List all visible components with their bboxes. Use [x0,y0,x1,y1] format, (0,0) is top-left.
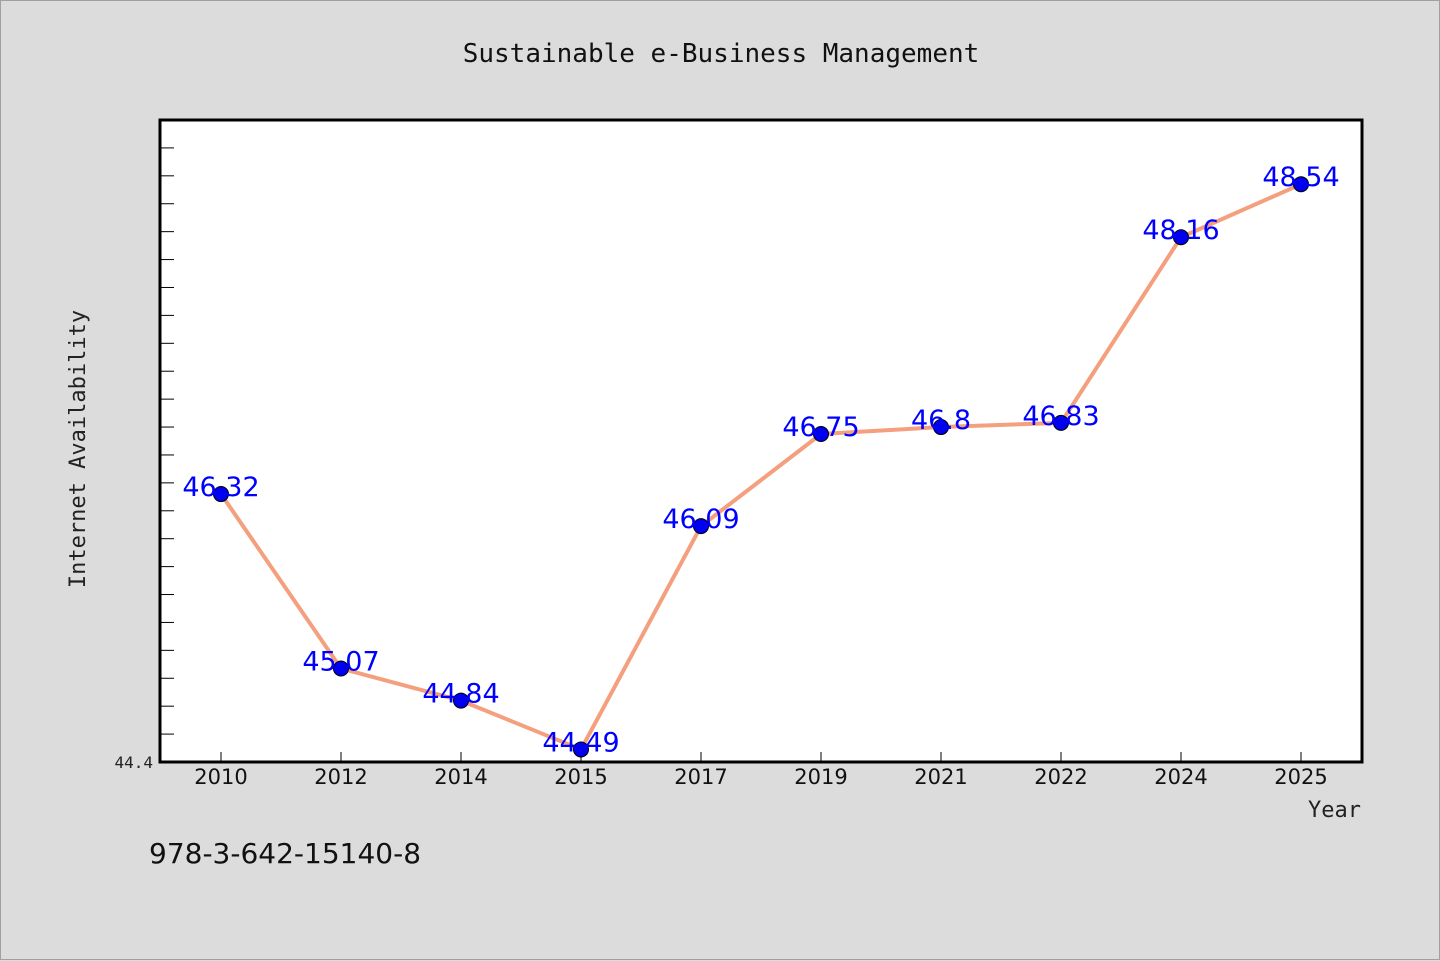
y-axis-min-label: 44.4 [114,753,153,772]
x-tick-label: 2021 [914,765,967,789]
data-label: 46.75 [782,412,859,443]
data-labels: 46.32 45.07 44.84 44.49 46.09 46.75 46.8 46.83 4… [182,162,1339,758]
y-axis-ticks [160,147,174,735]
data-point [693,518,709,535]
x-tick-label: 2017 [674,765,727,789]
data-label: 46.09 [662,504,739,535]
data-label: 48.54 [1262,162,1339,193]
x-tick-label: 2014 [434,765,487,789]
data-point [933,419,949,436]
x-tick-label: 2022 [1034,765,1087,789]
x-tick-label: 2025 [1274,765,1327,789]
x-tick-label: 2015 [554,765,607,789]
data-label: 45.07 [302,646,379,677]
data-point [1293,176,1309,193]
y-axis-title: Internet Availability [66,310,91,588]
data-point [573,741,589,758]
x-tick-label: 2012 [314,765,367,789]
data-point [1173,229,1189,246]
x-axis-title: Year [1308,798,1361,823]
x-tick-label: 2010 [194,765,247,789]
data-markers [213,176,1309,758]
data-label: 46.8 [911,405,971,436]
isbn-text: 978-3-642-15140-8 [149,837,421,870]
chart-title: Sustainable e-Business Management [463,39,980,69]
x-tick-label: 2024 [1154,765,1207,789]
data-point [1053,414,1069,431]
data-label: 44.84 [422,679,499,710]
data-point [213,486,229,503]
plot-area [158,118,1364,764]
data-label: 48.16 [1142,215,1219,246]
data-label: 46.32 [182,472,259,503]
x-tick-labels: 2010 2012 2014 2015 2017 2019 2021 2022 2024 2025 [194,765,1327,789]
data-label: 44.49 [542,727,619,758]
data-label: 46.83 [1022,401,1099,432]
data-point [813,426,829,443]
data-point [453,692,469,709]
series-line [219,182,1303,752]
data-point [333,660,349,677]
x-tick-label: 2019 [794,765,847,789]
